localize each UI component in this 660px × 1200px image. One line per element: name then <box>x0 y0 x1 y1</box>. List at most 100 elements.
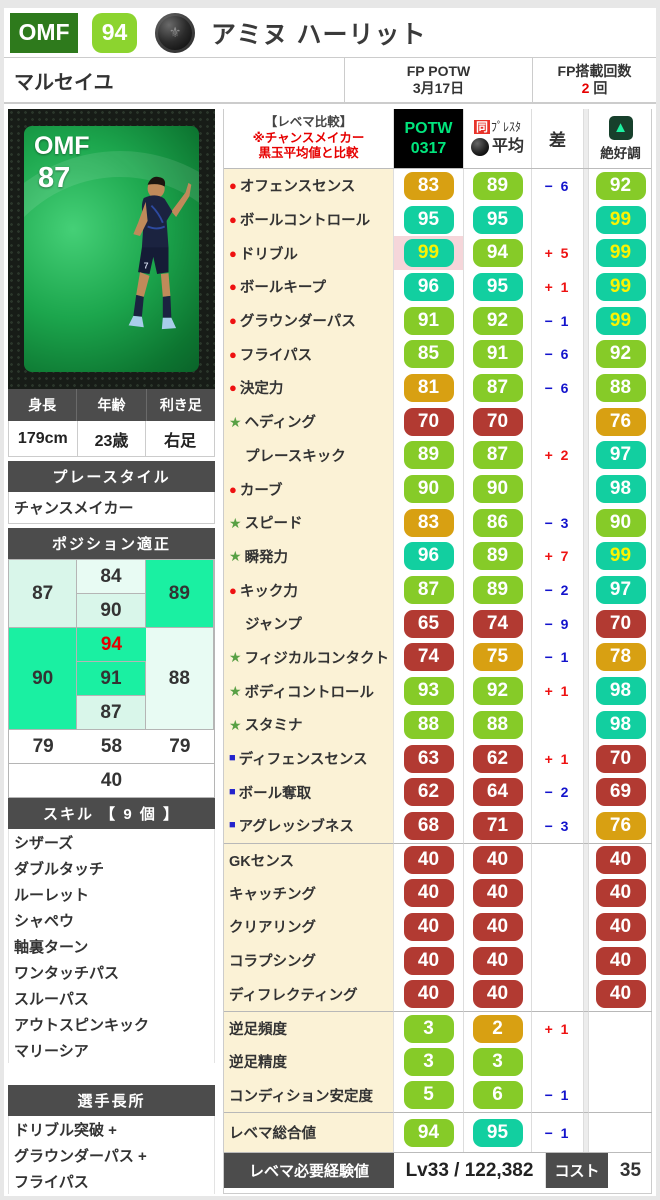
position-cell: 90 <box>77 594 146 628</box>
skill-item: シザーズ <box>8 829 215 855</box>
column-gap <box>584 337 589 372</box>
stat-label: ヘディング <box>244 415 317 432</box>
avg-value-cell: 2 <box>464 1011 532 1045</box>
avg-value-badge: 88 <box>472 710 523 739</box>
strength-item: ドリブル突破 + <box>8 1116 215 1142</box>
diff-cell: − 2 <box>532 573 584 607</box>
avg-value-badge: 64 <box>472 778 523 807</box>
column-gap <box>584 741 589 776</box>
stat-label-cell: コラプシング <box>224 943 394 978</box>
avg-value-badge: 95 <box>472 272 523 301</box>
avg-value-badge: 40 <box>472 846 523 875</box>
stat-label-cell: ● ボールキープ <box>224 270 394 304</box>
column-gap <box>584 775 589 810</box>
diff-cell: − 6 <box>532 337 584 372</box>
column-gap <box>584 371 589 405</box>
max-value-cell: 97 <box>589 573 652 607</box>
position-grid: 87 90 79 84 90 94 91 87 58 89 88 79 <box>8 559 215 764</box>
diff-cell <box>532 708 584 742</box>
column-gap <box>584 606 589 641</box>
stat-row: ディフレクティング 40 40 40 <box>224 977 651 1012</box>
diff-cell <box>532 202 584 237</box>
max-value-cell <box>589 1011 652 1045</box>
age-header: 年齢 <box>77 389 147 421</box>
diff-value: − 3 <box>544 817 571 834</box>
max-value-badge: 97 <box>595 441 646 470</box>
stat-value-cell: 90 <box>394 472 464 506</box>
diff-value: − 1 <box>544 312 571 329</box>
max-value-badge: 99 <box>595 239 646 268</box>
stat-value-cell: 91 <box>394 303 464 338</box>
red-dot-icon: ● <box>229 582 237 598</box>
star-icon: ★ <box>229 548 242 565</box>
column-gap <box>584 674 589 708</box>
avg-value-cell: 92 <box>464 303 532 338</box>
red-dot-icon: ● <box>229 481 237 497</box>
stat-label: カーブ <box>239 482 283 499</box>
star-icon: ★ <box>229 413 242 430</box>
max-value-cell: 40 <box>589 876 652 910</box>
stat-value-badge: 65 <box>403 609 454 638</box>
max-value-badge: 40 <box>595 879 646 908</box>
exp-value: Lv33 / 122,382 <box>394 1153 546 1189</box>
skills-header: スキル 【 9 個 】 <box>8 798 215 829</box>
max-value-cell: 99 <box>589 304 652 338</box>
stat-value-badge: 83 <box>403 508 454 537</box>
diff-value: + 5 <box>544 245 571 262</box>
red-dot-icon: ● <box>229 279 237 295</box>
star-icon: ★ <box>229 716 242 733</box>
stat-row: ● 決定力 81 87 − 6 88 <box>224 371 651 405</box>
stat-row: ★ ボディコントロール 93 92 + 1 98 <box>224 674 651 708</box>
avg-value-cell: 89 <box>464 573 532 607</box>
max-value-cell: 76 <box>589 809 652 843</box>
stat-row: レベマ総合値 94 95 − 1 <box>224 1112 652 1153</box>
diff-cell: − 1 <box>532 640 584 675</box>
max-value-badge: 40 <box>595 846 646 875</box>
stat-label: スタミナ <box>244 718 303 735</box>
diff-cell: − 1 <box>532 1078 584 1113</box>
max-value-cell: 90 <box>589 506 652 540</box>
diff-value: − 2 <box>544 582 571 599</box>
diff-value: − 3 <box>544 514 571 531</box>
avg-value-cell: 40 <box>464 842 532 877</box>
stat-row: ★ スタミナ 88 88 98 <box>224 708 651 742</box>
stat-row: 逆足精度 3 3 <box>224 1044 651 1079</box>
stat-value-cell: 83 <box>394 505 464 540</box>
stat-label: GKセンス <box>229 853 294 870</box>
max-value-badge: 97 <box>595 576 646 605</box>
stat-value-cell: 3 <box>394 1044 464 1079</box>
stat-value-cell: 96 <box>394 270 464 304</box>
max-value-cell: 92 <box>589 169 652 203</box>
stat-label: 逆足頻度 <box>229 1022 287 1039</box>
stat-row: ● オフェンスセンス 83 89 − 6 92 <box>224 169 651 203</box>
playstyle-value: チャンスメイカー <box>8 492 215 524</box>
card-position: OMF <box>34 132 90 160</box>
stat-label-cell: GKセンス <box>224 842 394 877</box>
avg-value-cell: 92 <box>464 674 532 708</box>
avg-value-badge: 2 <box>472 1014 523 1043</box>
stat-label: コラプシング <box>229 954 316 971</box>
club-name: マルセイユ <box>14 71 114 94</box>
stat-label: ジャンプ <box>245 617 302 634</box>
stat-row: ● フライパス 85 91 − 6 92 <box>224 337 651 372</box>
diff-cell <box>532 943 584 978</box>
profile-header-row: 身長 年齢 利き足 <box>8 389 215 421</box>
stat-row: ■ ボール奪取 62 64 − 2 69 <box>224 775 651 810</box>
avg-value-badge: 89 <box>472 171 523 200</box>
skill-item: マリーシア <box>8 1037 215 1063</box>
column-gap <box>584 270 589 304</box>
avg-value-cell: 6 <box>464 1078 532 1113</box>
max-value-badge: 99 <box>595 306 646 335</box>
avg-value-badge: 3 <box>472 1047 523 1076</box>
red-dot-icon: ● <box>229 380 237 396</box>
avg-value-badge: 87 <box>472 441 523 470</box>
column-gap <box>584 236 589 271</box>
stat-value-badge: 74 <box>403 643 454 672</box>
stat-label-cell: ジャンプ <box>224 606 394 641</box>
position-cell: 79 <box>9 730 78 764</box>
stat-row: ● グラウンダーパス 91 92 − 1 99 <box>224 303 652 338</box>
column-gap <box>584 472 589 506</box>
avg-value-badge: 6 <box>472 1081 523 1110</box>
diff-value: + 1 <box>544 1020 571 1037</box>
fp-count-value: 2 回 <box>581 80 608 96</box>
